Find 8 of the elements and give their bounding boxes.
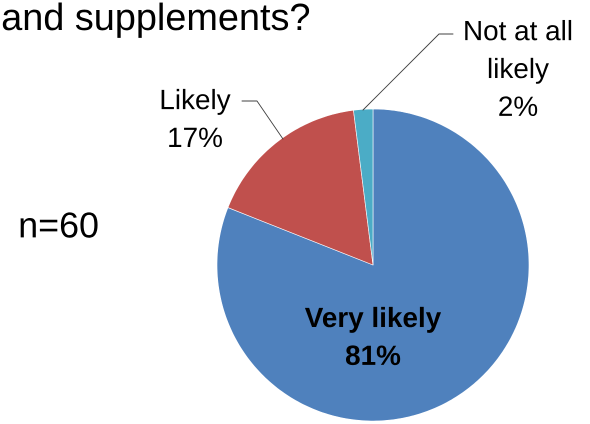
slice-label: Very likely (304, 306, 442, 333)
data-label: 81% (346, 345, 400, 366)
slice-label: Not at all likely (465, 20, 572, 84)
chart-title: and supplements? (2, 2, 310, 38)
slice-label: Likely (162, 88, 231, 115)
data-label: 2% (499, 96, 538, 116)
text: n=60 (20, 212, 98, 238)
data-label: 17% (169, 128, 222, 148)
